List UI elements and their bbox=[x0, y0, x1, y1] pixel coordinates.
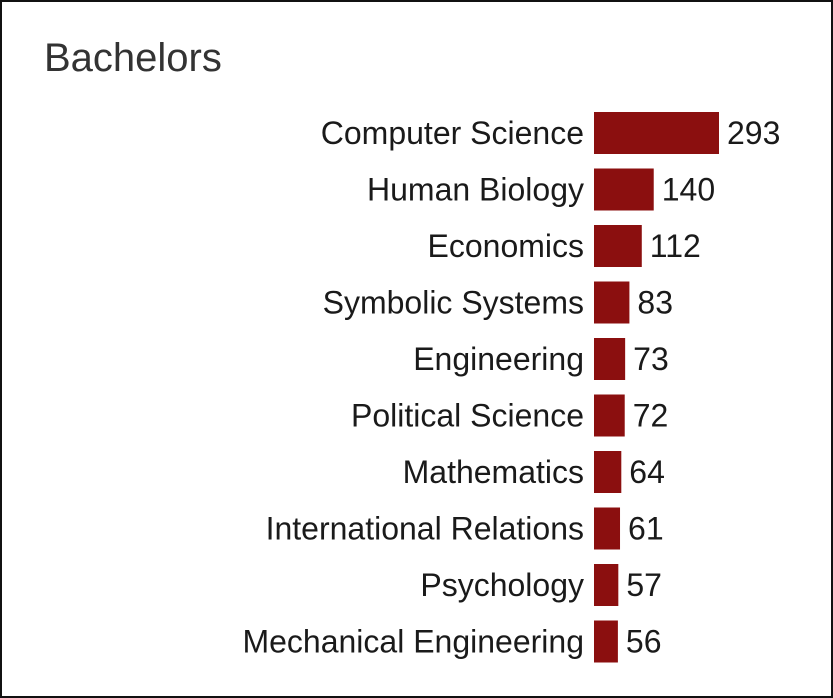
bar bbox=[594, 394, 625, 437]
bar bbox=[594, 168, 654, 211]
bar bbox=[594, 620, 618, 663]
value-label: 61 bbox=[628, 511, 664, 547]
category-label: International Relations bbox=[266, 511, 584, 547]
bar bbox=[594, 507, 621, 550]
category-label: Mathematics bbox=[403, 454, 584, 490]
value-label: 56 bbox=[626, 624, 662, 660]
category-label: Computer Science bbox=[321, 115, 584, 151]
chart-title: Bachelors bbox=[44, 36, 222, 80]
category-label: Political Science bbox=[351, 398, 584, 434]
category-label: Mechanical Engineering bbox=[242, 624, 584, 660]
value-label: 293 bbox=[727, 115, 780, 151]
bar bbox=[594, 451, 622, 493]
bar bbox=[594, 112, 719, 154]
category-label: Human Biology bbox=[367, 172, 584, 208]
value-label: 140 bbox=[662, 172, 715, 208]
bar bbox=[594, 225, 642, 267]
bar bbox=[594, 564, 619, 606]
category-label: Engineering bbox=[413, 341, 584, 377]
value-label: 64 bbox=[629, 454, 665, 490]
value-label: 112 bbox=[650, 228, 701, 264]
value-label: 83 bbox=[637, 285, 673, 321]
bar bbox=[594, 281, 630, 324]
value-label: 73 bbox=[633, 341, 669, 377]
category-label: Symbolic Systems bbox=[323, 285, 584, 321]
category-label: Psychology bbox=[420, 567, 584, 603]
value-label: 72 bbox=[633, 398, 669, 434]
value-label: 57 bbox=[626, 567, 662, 603]
bar bbox=[594, 338, 626, 380]
category-label: Economics bbox=[428, 228, 585, 264]
